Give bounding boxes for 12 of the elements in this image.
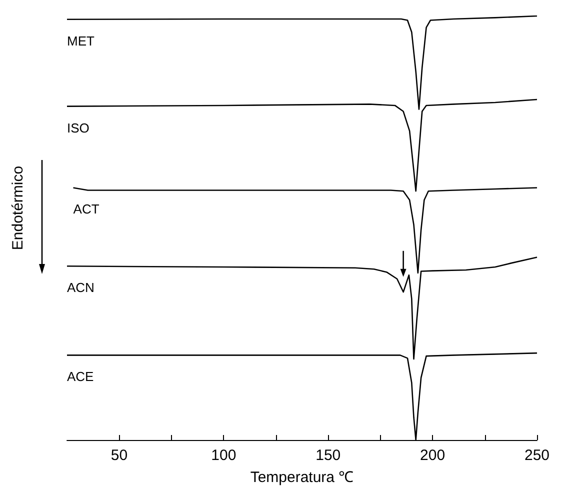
x-tick-label: 100 [211,447,236,464]
series-label: ISO [67,120,90,136]
x-axis-title: Temperatura ℃ [250,469,354,486]
series-label: ACE [67,369,94,384]
x-tick-label: 200 [420,447,446,464]
series-label: ACN [67,280,94,296]
x-tick-label: 150 [316,447,341,464]
series-label: MET [67,33,94,48]
series-label: ACT [73,202,100,217]
y-axis-title: Endotérmico [10,166,26,250]
x-tick-label: 250 [524,447,550,464]
x-tick-label: 50 [110,447,128,464]
